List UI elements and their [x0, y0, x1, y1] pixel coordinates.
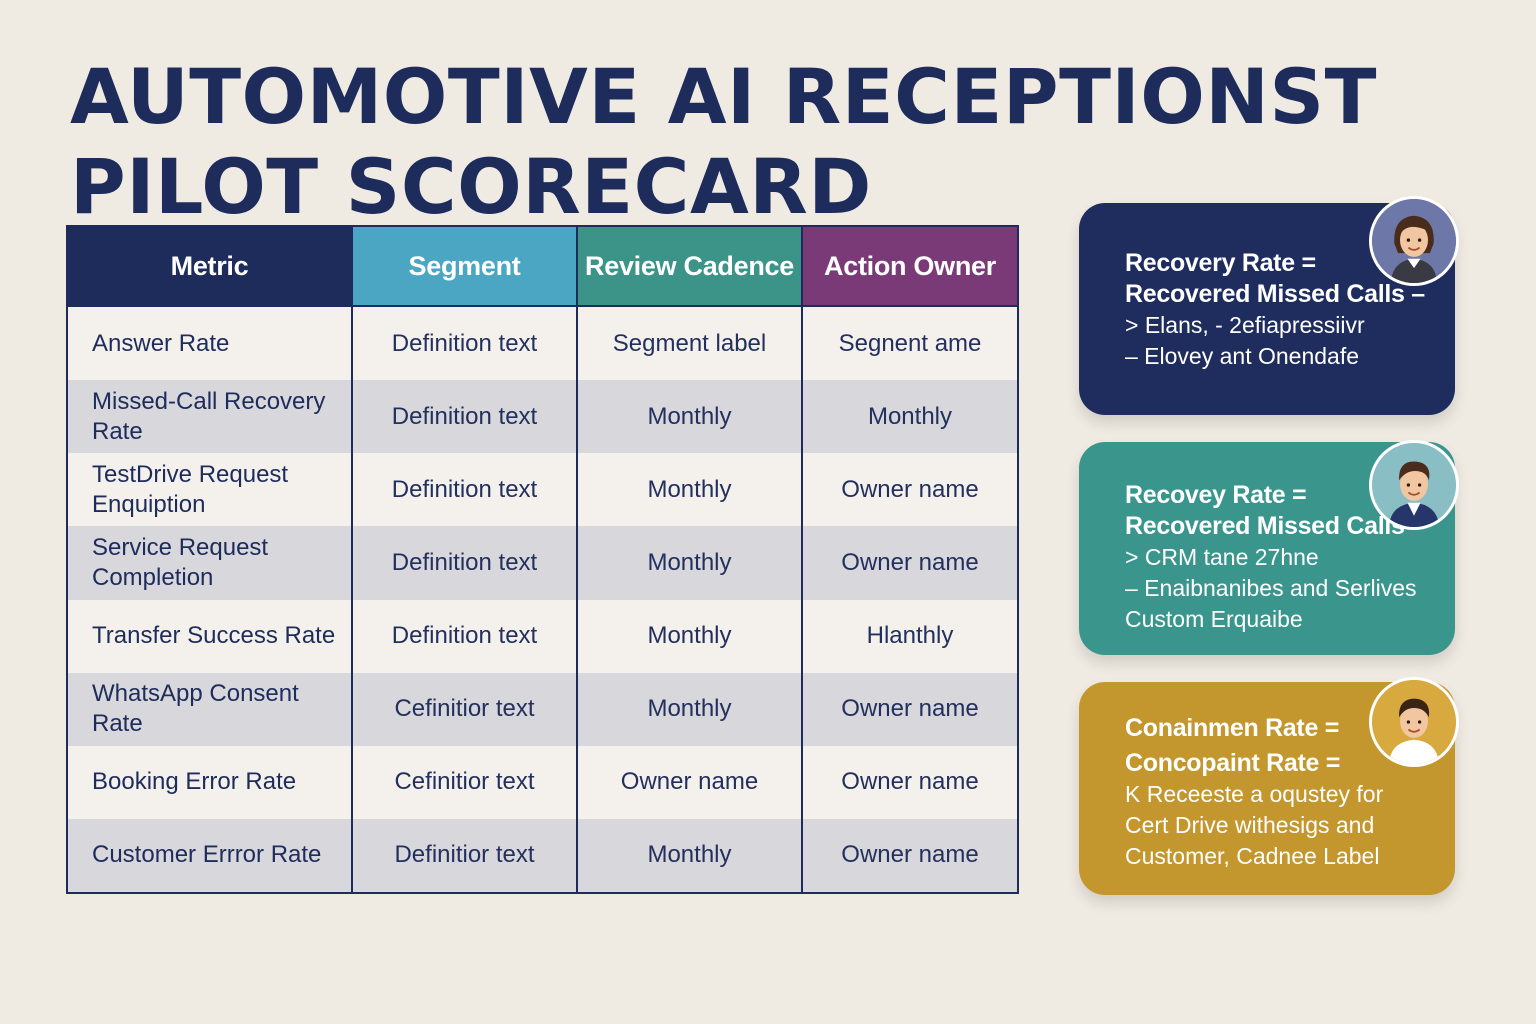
segment-cell: Cefinitior text	[353, 672, 578, 746]
header-metric: Metric	[68, 227, 353, 307]
card-2-line-3: > CRM tane 27hne	[1125, 544, 1319, 570]
scorecard-table: Metric Segment Review Cadence Action Own…	[66, 225, 1019, 894]
card-1-line-3: > Elans, - 2efiapressiivr	[1125, 312, 1365, 338]
metric-cell: Customer Errror Rate	[68, 818, 353, 892]
card-2-line-5: Custom Erquaibe	[1125, 606, 1303, 632]
card-1-line-1: Recovery Rate =	[1125, 249, 1316, 277]
card-2-line-2: Recovered Missed Calls	[1125, 512, 1405, 540]
cadence-cell: Monthly	[578, 526, 803, 600]
title-line-2: PILOT SCORECARD	[70, 142, 872, 231]
segment-cell: Definitior text	[353, 818, 578, 892]
metric-cell: Service Request Completion	[68, 526, 353, 600]
owner-cell: Monthly	[803, 380, 1017, 454]
owner-cell: Owner name	[803, 818, 1017, 892]
metric-cell: Answer Rate	[68, 307, 353, 381]
card-3-line-1: Conainmen Rate =	[1125, 714, 1339, 742]
cadence-cell: Monthly	[578, 818, 803, 892]
man-avatar-icon	[1369, 440, 1459, 530]
owner-cell: Owner name	[803, 453, 1017, 527]
segment-cell: Definition text	[353, 380, 578, 454]
header-action-owner: Action Owner	[803, 227, 1017, 307]
page-title: AUTOMOTIVE AI RECEPTIONST PILOT SCORECAR…	[70, 52, 1377, 232]
person-avatar-icon	[1369, 677, 1459, 767]
cadence-cell: Owner name	[578, 745, 803, 819]
woman-avatar-icon	[1369, 196, 1459, 286]
owner-cell: Owner name	[803, 526, 1017, 600]
card-3-line-2: Concopaint Rate =	[1125, 749, 1341, 777]
metric-cell: Transfer Success Rate	[68, 599, 353, 673]
cadence-cell: Segment label	[578, 307, 803, 381]
owner-cell: Hlanthly	[803, 599, 1017, 673]
cadence-cell: Monthly	[578, 453, 803, 527]
metric-cell: Booking Error Rate	[68, 745, 353, 819]
metric-cell: WhatsApp Consent Rate	[68, 672, 353, 746]
card-3-line-3: K Receeste a oqustey for	[1125, 781, 1384, 807]
title-line-1: AUTOMOTIVE AI RECEPTIONST	[70, 52, 1377, 141]
owner-cell: Owner name	[803, 745, 1017, 819]
cadence-cell: Monthly	[578, 672, 803, 746]
owner-cell: Segnent ame	[803, 307, 1017, 381]
segment-cell: Definition text	[353, 526, 578, 600]
card-1-text: Recovery Rate = Recovered Missed Calls –…	[1125, 248, 1425, 372]
card-2-line-1: Recovey Rate =	[1125, 481, 1307, 509]
card-3-line-4: Cert Drive withesigs and	[1125, 812, 1375, 838]
card-2-line-4: – Enaibnanibes and Serlives	[1125, 575, 1417, 601]
header-segment: Segment	[353, 227, 578, 307]
header-review-cadence: Review Cadence	[578, 227, 803, 307]
owner-cell: Owner name	[803, 672, 1017, 746]
cadence-cell: Monthly	[578, 599, 803, 673]
segment-cell: Definition text	[353, 599, 578, 673]
card-1-line-2: Recovered Missed Calls –	[1125, 280, 1425, 308]
segment-cell: Definition text	[353, 307, 578, 381]
metric-cell: TestDrive Request Enquiption	[68, 453, 353, 527]
segment-cell: Cefinitior text	[353, 745, 578, 819]
cadence-cell: Monthly	[578, 380, 803, 454]
card-1-line-4: – Elovey ant Onendafe	[1125, 343, 1359, 369]
metric-cell: Missed-Call Recovery Rate	[68, 380, 353, 454]
card-2-text: Recovey Rate = Recovered Missed Calls > …	[1125, 480, 1417, 635]
card-3-text: Conainmen Rate = Concopaint Rate = K Rec…	[1125, 713, 1383, 872]
card-3-line-5: Customer, Cadnee Label	[1125, 843, 1380, 869]
segment-cell: Definition text	[353, 453, 578, 527]
